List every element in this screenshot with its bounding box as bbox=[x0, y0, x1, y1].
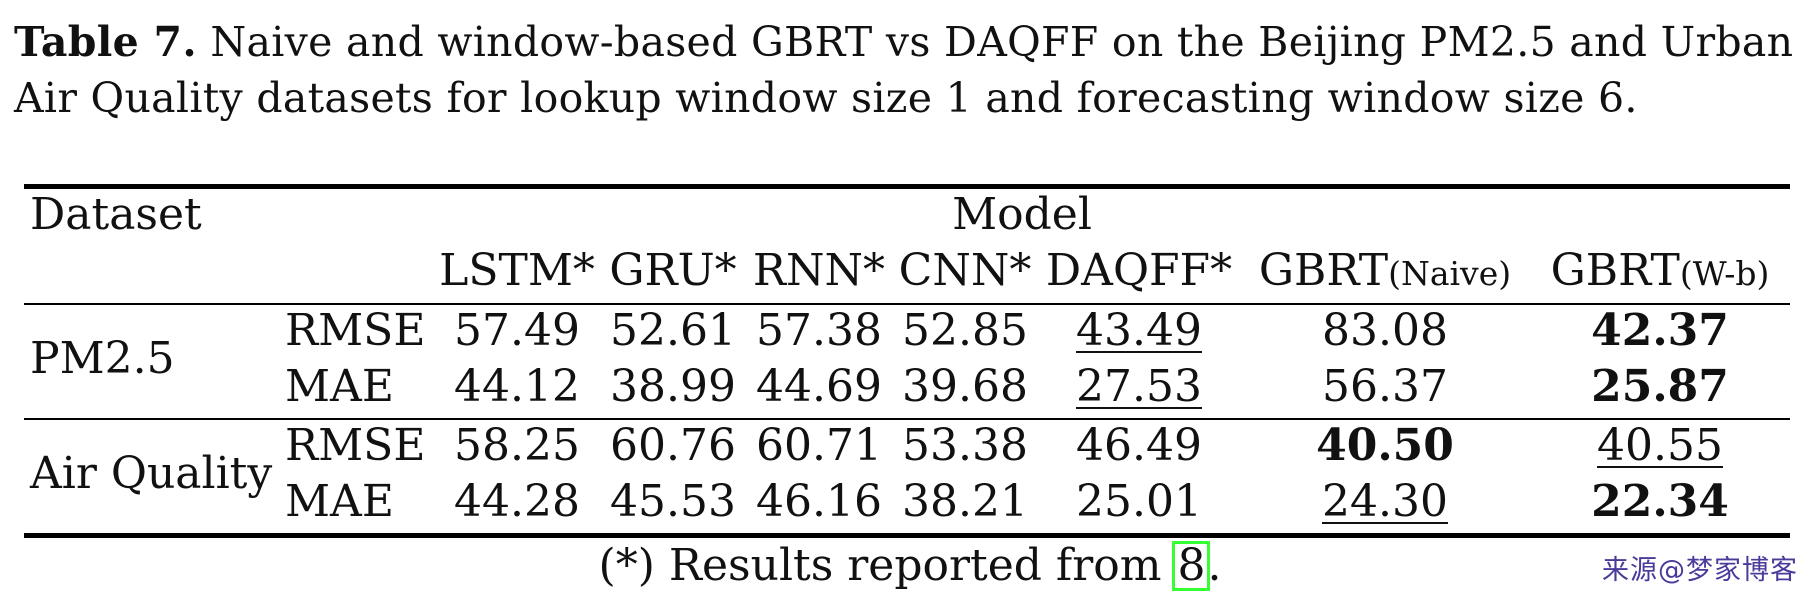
table-bottom-rule bbox=[24, 533, 1790, 538]
metric-label: RMSE bbox=[285, 420, 426, 471]
column-header: RNN* bbox=[753, 246, 885, 299]
table-header-rule bbox=[24, 303, 1790, 305]
column-header: CNN* bbox=[899, 246, 1032, 299]
header-model: Model bbox=[952, 189, 1092, 240]
table-cell: 24.30 bbox=[1322, 476, 1448, 527]
table-cell: 53.38 bbox=[902, 420, 1028, 471]
table-cell: 40.50 bbox=[1316, 420, 1454, 471]
table-cell: 57.49 bbox=[454, 305, 580, 356]
table-top-rule bbox=[24, 184, 1790, 189]
column-header-name: RNN* bbox=[752, 245, 886, 296]
table-cell: 46.16 bbox=[756, 476, 882, 527]
table-cell: 38.99 bbox=[610, 361, 736, 412]
table-cell: 42.37 bbox=[1591, 305, 1729, 356]
column-header-name: GRU* bbox=[609, 245, 737, 296]
footnote-text: (*) Results reported from bbox=[598, 540, 1176, 591]
table-cell: 83.08 bbox=[1322, 305, 1448, 356]
column-header-name: DAQFF* bbox=[1045, 245, 1233, 296]
table-cell: 25.87 bbox=[1591, 361, 1729, 412]
citation-link[interactable]: 8 bbox=[1172, 540, 1211, 591]
column-header: GBRT(W-b) bbox=[1551, 246, 1770, 299]
table-cell: 56.37 bbox=[1322, 361, 1448, 412]
table-cell: 57.38 bbox=[756, 305, 882, 356]
table-cell: 38.21 bbox=[902, 476, 1028, 527]
table-cell: 60.71 bbox=[756, 420, 882, 471]
table-cell: 43.49 bbox=[1076, 305, 1202, 356]
metric-label: MAE bbox=[285, 476, 394, 527]
table-cell: 52.61 bbox=[610, 305, 736, 356]
column-header: LSTM* bbox=[439, 246, 595, 299]
table-group-rule bbox=[24, 418, 1790, 420]
column-header-suffix: (Naive) bbox=[1388, 254, 1512, 293]
header-dataset: Dataset bbox=[30, 189, 202, 240]
dataset-label: PM2.5 bbox=[30, 333, 175, 384]
table-caption: Table 7. Naive and window-based GBRT vs … bbox=[14, 14, 1804, 126]
table-cell: 22.34 bbox=[1591, 476, 1729, 527]
footnote-end: . bbox=[1207, 540, 1222, 591]
caption-label: Table 7. bbox=[14, 18, 197, 66]
column-header-name: LSTM* bbox=[439, 245, 595, 296]
table-footnote: (*) Results reported from 8. bbox=[0, 536, 1820, 596]
table-cell: 44.28 bbox=[454, 476, 580, 527]
table-cell: 52.85 bbox=[902, 305, 1028, 356]
watermark: 来源@梦家博客 bbox=[1602, 555, 1798, 586]
table-cell: 60.76 bbox=[610, 420, 736, 471]
metric-label: RMSE bbox=[285, 305, 426, 356]
table-cell: 39.68 bbox=[902, 361, 1028, 412]
table-cell: 25.01 bbox=[1076, 476, 1202, 527]
column-header-name: CNN* bbox=[898, 245, 1032, 296]
column-header: GBRT(Naive) bbox=[1259, 246, 1511, 299]
dataset-label: Air Quality bbox=[30, 448, 273, 499]
column-header-name: GBRT bbox=[1258, 245, 1389, 296]
table-cell: 46.49 bbox=[1076, 420, 1202, 471]
column-header: DAQFF* bbox=[1046, 246, 1232, 299]
column-header: GRU* bbox=[609, 246, 736, 299]
caption-text: Naive and window-based GBRT vs DAQFF on … bbox=[14, 18, 1794, 122]
table-cell: 45.53 bbox=[610, 476, 736, 527]
table-cell: 44.12 bbox=[454, 361, 580, 412]
table-cell: 58.25 bbox=[454, 420, 580, 471]
metric-label: MAE bbox=[285, 361, 394, 412]
column-header-suffix: (W-b) bbox=[1679, 254, 1770, 293]
table-cell: 44.69 bbox=[756, 361, 882, 412]
table-cell: 40.55 bbox=[1597, 420, 1723, 471]
column-header-name: GBRT bbox=[1550, 245, 1680, 296]
table-cell: 27.53 bbox=[1076, 361, 1202, 412]
